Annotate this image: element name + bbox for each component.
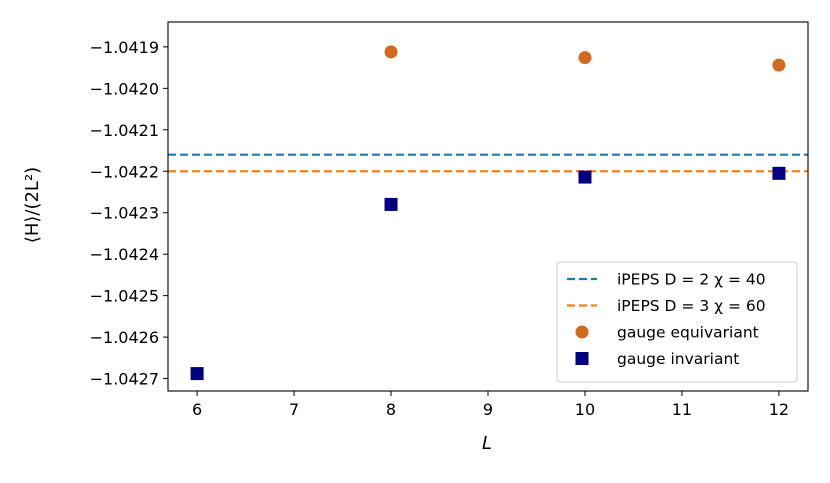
x-tick-label-3: 9 [483, 400, 493, 419]
y-tick-label-8: −1.0427 [90, 370, 159, 389]
y-tick-label-3: −1.0422 [90, 162, 159, 181]
x-tick-label-2: 8 [386, 400, 396, 419]
y-axis-label: ⟨H⟩/(2L²) [22, 167, 43, 243]
plot-area [168, 45, 808, 381]
x-tick-label-1: 7 [289, 400, 299, 419]
legend-label-0: iPEPS D = 2 χ = 40 [617, 271, 766, 289]
x-tick-label-4: 10 [575, 400, 595, 419]
point-gauge-equivariant-2 [772, 58, 786, 72]
point-gauge-equivariant-0 [384, 45, 398, 59]
legend-label-3: gauge invariant [617, 350, 739, 368]
x-tick-label-6: 12 [769, 400, 789, 419]
y-tick-label-2: −1.0421 [90, 121, 159, 140]
x-tick-label-5: 11 [672, 400, 692, 419]
y-tick-label-6: −1.0425 [90, 287, 159, 306]
legend-handle-3 [575, 352, 589, 365]
point-gauge-equivariant-1 [578, 51, 592, 65]
point-gauge-invariant-3 [772, 166, 786, 180]
point-gauge-invariant-1 [384, 197, 398, 211]
point-gauge-invariant-0 [190, 367, 204, 381]
x-axis-label: L [482, 433, 492, 454]
legend-handle-2 [575, 325, 589, 339]
legend: iPEPS D = 2 χ = 40 iPEPS D = 3 χ = 60 gaug… [556, 261, 798, 383]
axes: 6 7 8 9 10 11 12 −1.0419 −1.0420 −1.0421 −1.0422 −1… [90, 21, 809, 419]
legend-label-1: iPEPS D = 3 χ = 60 [617, 297, 766, 315]
y-tick-label-7: −1.0426 [90, 328, 159, 347]
y-tick-label-4: −1.0423 [90, 204, 159, 223]
legend-label-2: gauge equivariant [617, 324, 759, 342]
point-gauge-invariant-2 [578, 170, 592, 184]
x-tick-label-0: 6 [192, 400, 202, 419]
y-tick-label-1: −1.0420 [90, 79, 159, 98]
legend-box [556, 261, 798, 383]
y-tick-label-0: −1.0419 [90, 38, 159, 57]
y-tick-label-5: −1.0424 [90, 245, 159, 264]
